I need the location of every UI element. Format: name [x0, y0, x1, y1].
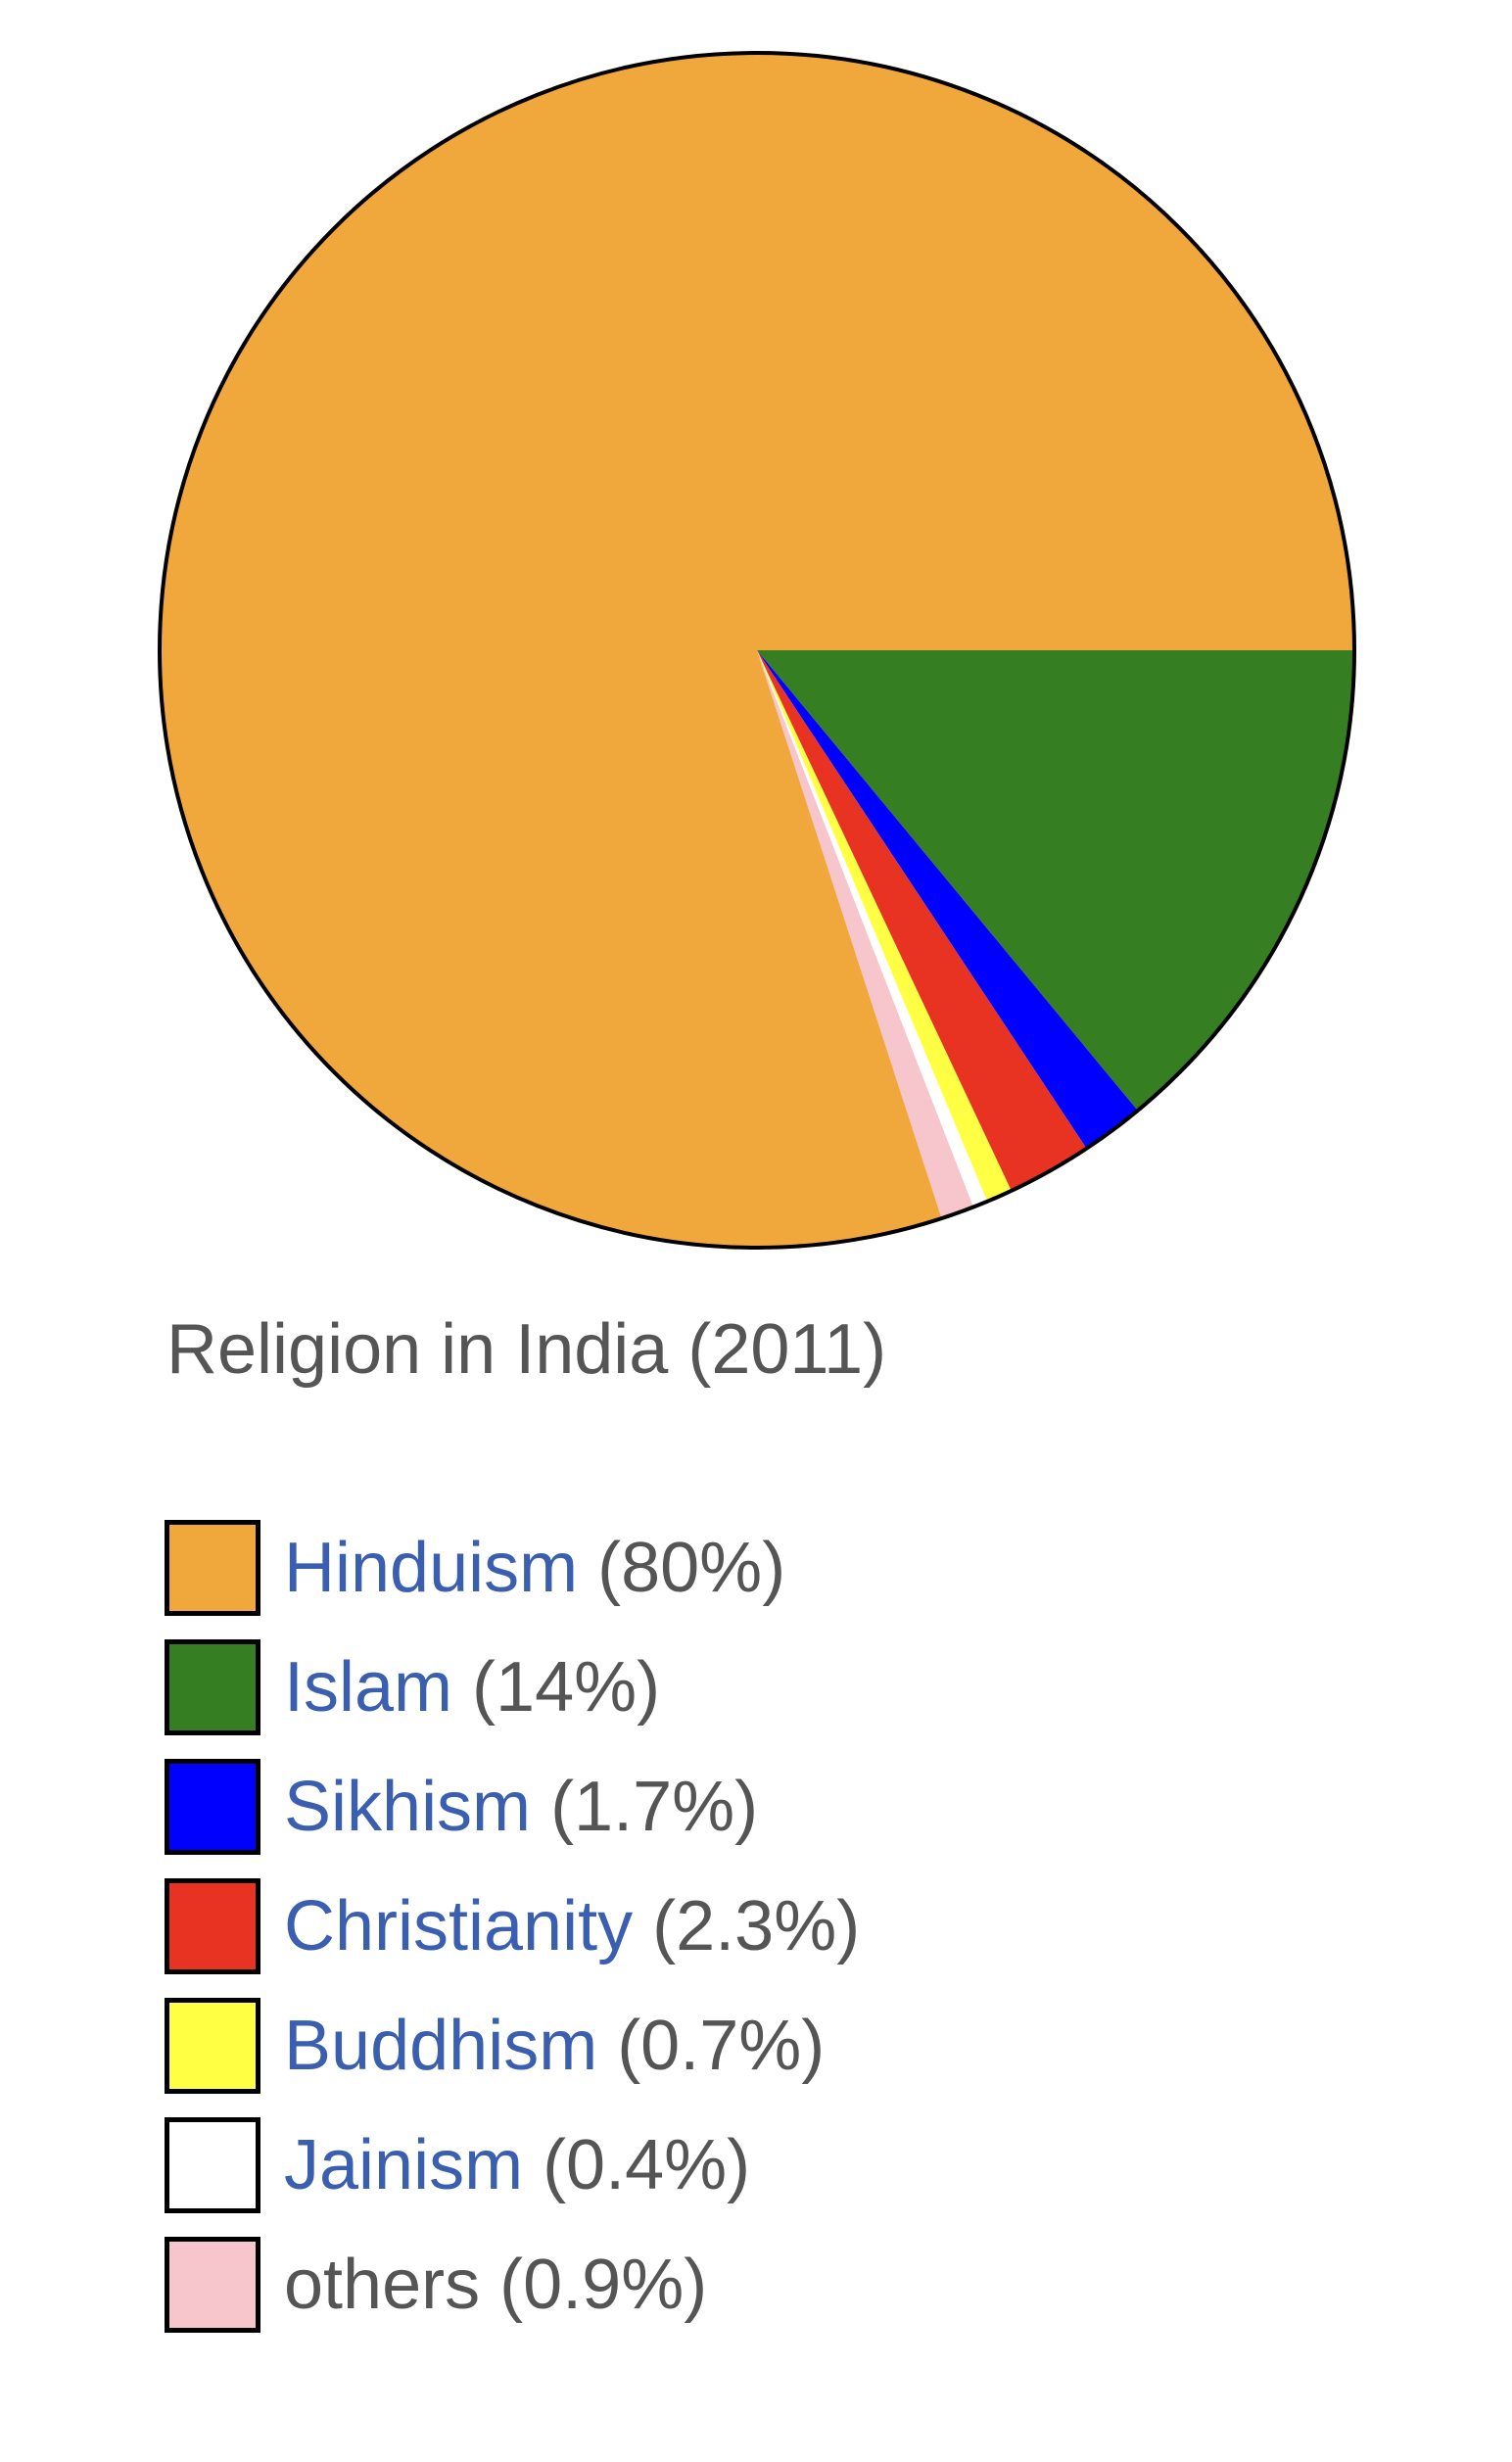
legend-link-christianity[interactable]: Christianity: [284, 1887, 634, 1965]
legend-item-sikhism: Sikhism (1.7%): [165, 1747, 860, 1867]
legend-value-sikhism: (1.7%): [550, 1768, 759, 1846]
legend-swatch-christianity: [165, 1878, 260, 1974]
legend-link-jainism[interactable]: Jainism: [284, 2126, 524, 2204]
pie-slice-jainism: [757, 650, 988, 1207]
legend-text-islam: Islam (14%): [284, 1652, 660, 1723]
legend-link-buddhism[interactable]: Buddhism: [284, 2007, 598, 2085]
pie-slice-buddhism: [757, 650, 1012, 1202]
legend-value-islam: (14%): [472, 1648, 661, 1727]
pie-slice-hinduism: [159, 52, 1354, 1248]
legend-text-others: others (0.9%): [284, 2249, 707, 2320]
legend-value-jainism: (0.4%): [543, 2126, 751, 2204]
pie-slice-islam: [757, 650, 1354, 1112]
legend-text-hinduism: Hinduism (80%): [284, 1533, 785, 1603]
legend-link-islam[interactable]: Islam: [284, 1648, 453, 1727]
legend-text-christianity: Christianity (2.3%): [284, 1891, 860, 1962]
legend-swatch-jainism: [165, 2117, 260, 2213]
pie-slice-sikhism: [757, 650, 1138, 1149]
legend-text-buddhism: Buddhism (0.7%): [284, 2011, 825, 2081]
legend-item-islam: Islam (14%): [165, 1628, 860, 1747]
legend-value-buddhism: (0.7%): [617, 2007, 826, 2085]
pie-outline: [158, 51, 1356, 1250]
legend-swatch-buddhism: [165, 1998, 260, 2094]
legend-swatch-hinduism: [165, 1520, 260, 1616]
pie-chart: [158, 51, 1356, 1250]
legend-item-jainism: Jainism (0.4%): [165, 2106, 860, 2225]
legend-value-hinduism: (80%): [597, 1529, 786, 1607]
legend-item-buddhism: Buddhism (0.7%): [165, 1986, 860, 2106]
legend-swatch-others: [165, 2237, 260, 2333]
legend-value-christianity: (2.3%): [652, 1887, 861, 1965]
legend-swatch-sikhism: [165, 1759, 260, 1855]
legend-value-others: (0.9%): [499, 2246, 708, 2324]
legend-text-sikhism: Sikhism (1.7%): [284, 1772, 758, 1842]
legend-text-jainism: Jainism (0.4%): [284, 2130, 750, 2201]
legend-link-hinduism[interactable]: Hinduism: [284, 1529, 579, 1607]
legend-label-others: others: [284, 2246, 481, 2324]
legend-link-sikhism[interactable]: Sikhism: [284, 1768, 532, 1846]
legend-swatch-islam: [165, 1639, 260, 1735]
pie-slice-others: [757, 650, 973, 1219]
legend: Hinduism (80%) Islam (14%) Sikhism (1.7%…: [165, 1508, 860, 2344]
pie-slice-christianity: [757, 650, 1087, 1191]
chart-title: Religion in India (2011): [166, 1310, 887, 1389]
legend-item-hinduism: Hinduism (80%): [165, 1508, 860, 1628]
legend-item-christianity: Christianity (2.3%): [165, 1867, 860, 1986]
legend-item-others: others (0.9%): [165, 2225, 860, 2344]
